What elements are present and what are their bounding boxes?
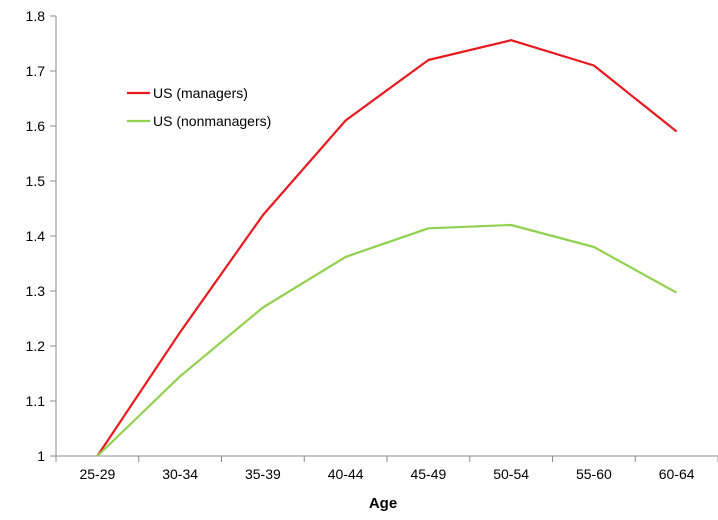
x-tick-label: 55-60	[576, 466, 612, 482]
y-axis: 1 1.1 1.2 1.3 1.4 1.5 1.6 1.7 1.8	[26, 8, 57, 464]
legend-label-1: US (nonmanagers)	[153, 113, 271, 129]
y-tick-label: 1.7	[26, 63, 46, 79]
x-axis-title: Age	[369, 495, 397, 512]
x-tick-label: 50-54	[493, 466, 529, 482]
y-tick-label: 1	[37, 448, 45, 464]
x-tick-label: 60-64	[659, 466, 695, 482]
y-tick-label: 1.8	[26, 8, 46, 24]
series-layer	[96, 39, 678, 457]
legend: US (managers) US (nonmanagers)	[127, 85, 271, 129]
y-tick-label: 1.6	[26, 118, 46, 134]
x-tick-label: 25-29	[79, 466, 115, 482]
series-line-1	[96, 223, 678, 457]
series-line-0	[96, 39, 678, 457]
x-tick-label: 30-34	[162, 466, 198, 482]
x-tick-label: 35-39	[245, 466, 281, 482]
y-tick-label: 1.5	[26, 173, 46, 189]
x-axis: 25-29 30-34 35-39 40-44 45-49 50-54 55-60 60-64	[55, 455, 718, 482]
y-tick-label: 1.4	[26, 228, 46, 244]
x-tick-label: 40-44	[328, 466, 364, 482]
legend-label-0: US (managers)	[153, 85, 248, 101]
x-tick-label: 45-49	[410, 466, 446, 482]
y-tick-label: 1.3	[26, 283, 46, 299]
y-tick-label: 1.2	[26, 338, 46, 354]
y-tick-label: 1.1	[26, 393, 46, 409]
